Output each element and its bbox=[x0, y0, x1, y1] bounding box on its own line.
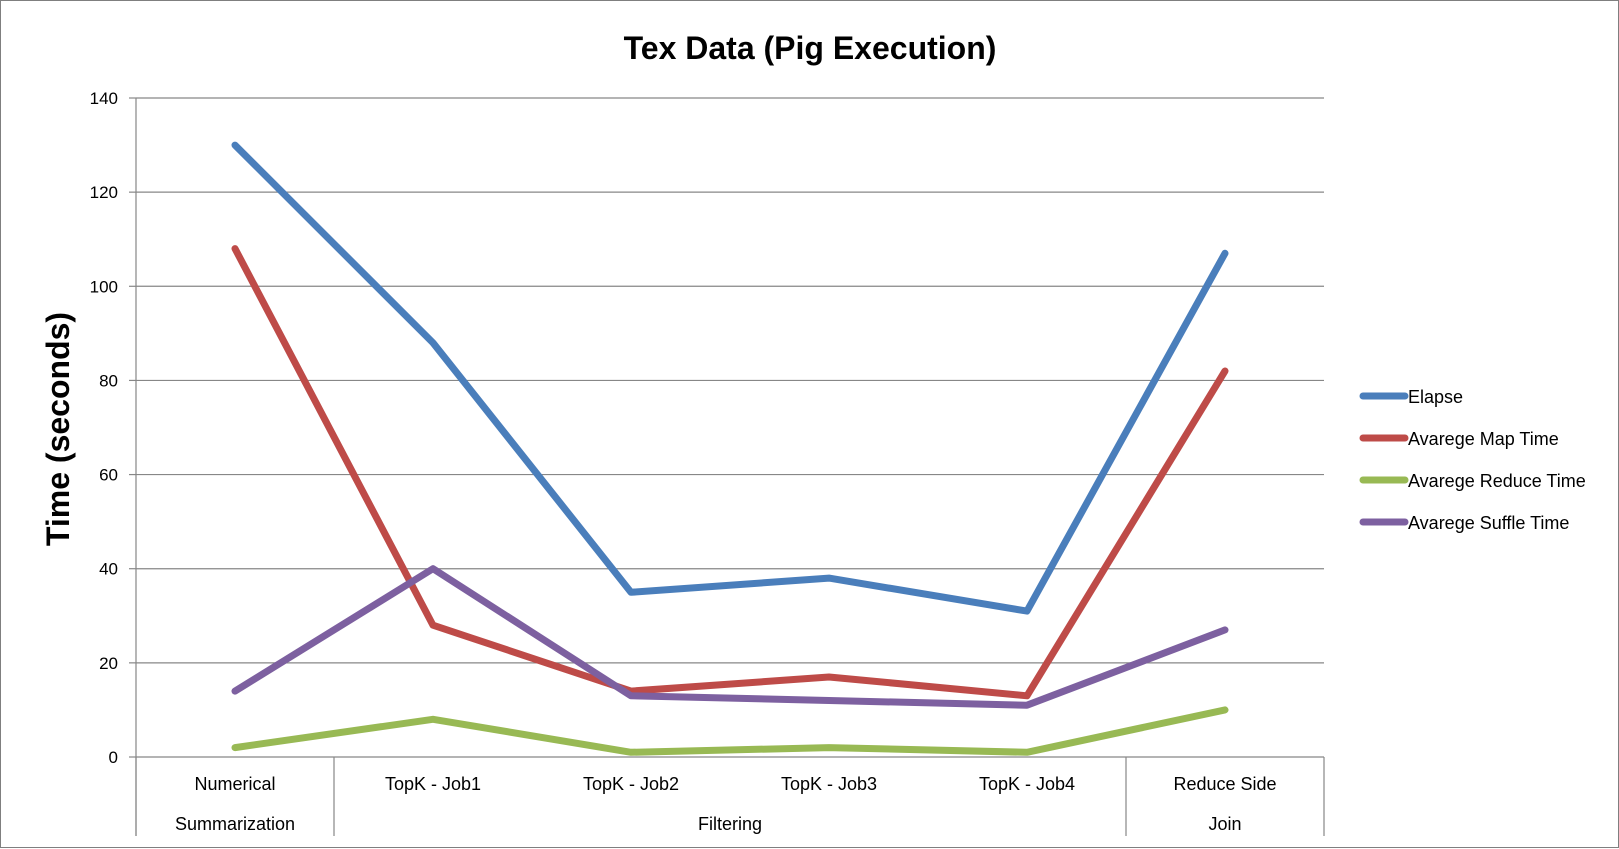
y-axis-title: Time (seconds) bbox=[40, 312, 76, 546]
x-category-label: TopK - Job2 bbox=[583, 774, 679, 794]
legend-label: Avarege Reduce Time bbox=[1408, 471, 1586, 491]
y-tick-label: 140 bbox=[90, 89, 118, 108]
x-category-label: TopK - Job4 bbox=[979, 774, 1075, 794]
legend-label: Avarege Map Time bbox=[1408, 429, 1559, 449]
x-category-label: Numerical bbox=[194, 774, 275, 794]
x-category-group-label: Filtering bbox=[698, 814, 762, 834]
legend-item: Elapse bbox=[1363, 387, 1463, 407]
gridlines bbox=[136, 98, 1324, 663]
y-tick-label: 80 bbox=[99, 371, 118, 390]
x-category-group-label: Summarization bbox=[175, 814, 295, 834]
y-tick-label: 0 bbox=[109, 748, 118, 767]
legend: Elapse Avarege Map Time Avarege Reduce Tim… bbox=[1363, 387, 1586, 533]
legend-label: Avarege Suffle Time bbox=[1408, 513, 1569, 533]
legend-item: Avarege Map Time bbox=[1363, 429, 1559, 449]
chart-title: Tex Data (Pig Execution) bbox=[624, 30, 997, 66]
y-tick-label: 40 bbox=[99, 560, 118, 579]
y-tick-label: 60 bbox=[99, 466, 118, 485]
legend-item: Avarege Suffle Time bbox=[1363, 513, 1569, 533]
x-category-labels: Numerical TopK - Job1 TopK - Job2 TopK - Jo… bbox=[175, 774, 1277, 834]
series-line-0 bbox=[235, 145, 1225, 611]
legend-label: Elapse bbox=[1408, 387, 1463, 407]
series-lines bbox=[235, 145, 1225, 752]
x-category-group-label: Join bbox=[1208, 814, 1241, 834]
y-tick-label: 120 bbox=[90, 183, 118, 202]
x-category-label: Reduce Side bbox=[1173, 774, 1276, 794]
legend-item: Avarege Reduce Time bbox=[1363, 471, 1586, 491]
series-line-2 bbox=[235, 710, 1225, 752]
y-tick-label: 100 bbox=[90, 277, 118, 296]
y-tick-labels: 0 20 40 60 80 100 120 140 bbox=[90, 89, 118, 767]
series-line-1 bbox=[235, 249, 1225, 696]
x-category-label: TopK - Job3 bbox=[781, 774, 877, 794]
y-tick-label: 20 bbox=[99, 654, 118, 673]
x-category-label: TopK - Job1 bbox=[385, 774, 481, 794]
